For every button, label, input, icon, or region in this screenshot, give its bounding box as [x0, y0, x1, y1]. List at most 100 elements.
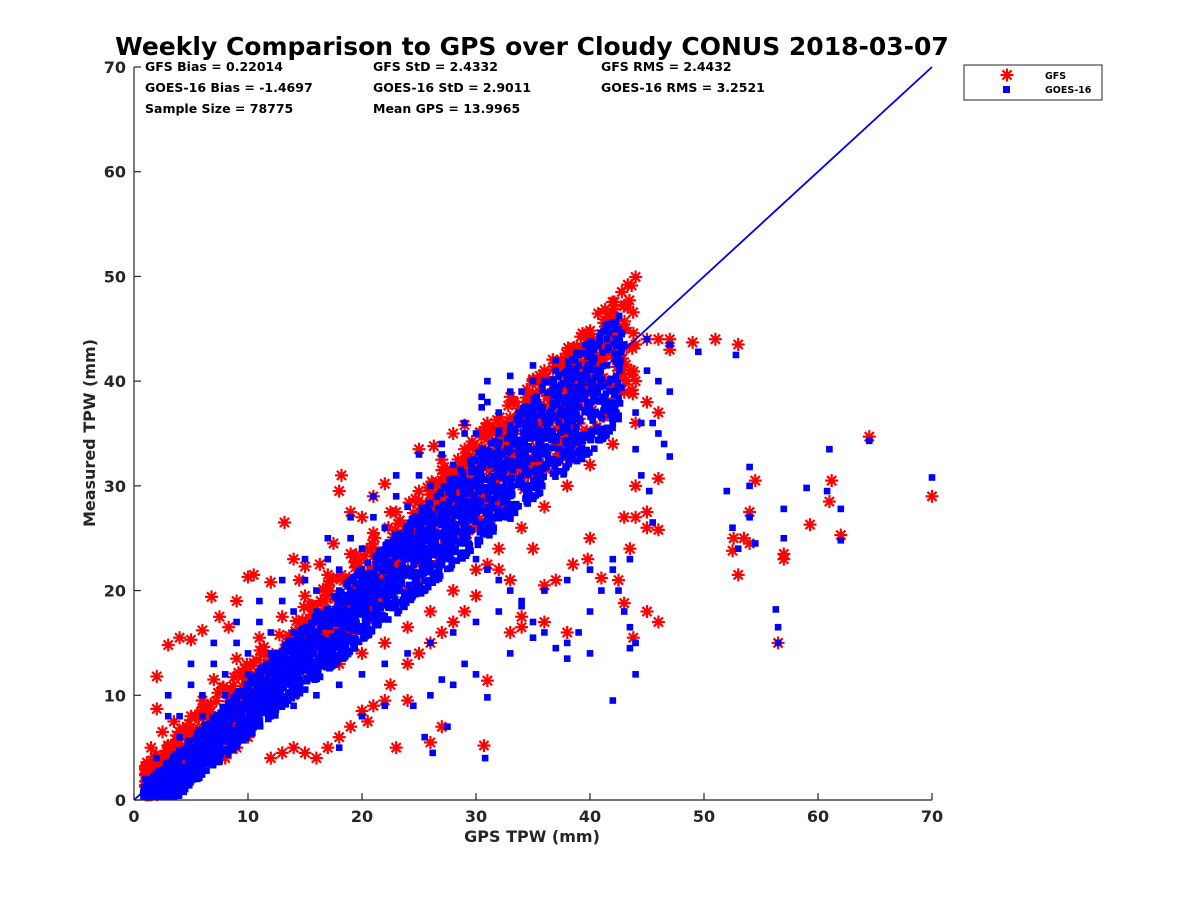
- goes16-point: [462, 500, 469, 507]
- goes16-point: [392, 553, 399, 560]
- goes16-point: [226, 720, 233, 728]
- goes16-point: [153, 770, 161, 778]
- goes16-point: [485, 505, 493, 513]
- gfs-point: [591, 307, 605, 321]
- goes16-point: [620, 341, 628, 348]
- goes16-point: [381, 660, 389, 668]
- goes16-point: [587, 435, 594, 442]
- goes16-point: [780, 534, 788, 542]
- goes16-point: [573, 383, 581, 391]
- goes16-point: [199, 744, 206, 751]
- goes16-point: [268, 656, 276, 664]
- goes16-point: [471, 514, 479, 522]
- goes16-point: [412, 512, 419, 520]
- goes16-point: [367, 611, 375, 618]
- goes16-point: [582, 370, 590, 378]
- goes16-point: [355, 611, 362, 618]
- goes16-point: [552, 367, 560, 374]
- goes16-point: [533, 450, 541, 457]
- goes16-point: [164, 774, 172, 782]
- gfs-point: [731, 337, 745, 351]
- goes16-point: [370, 513, 377, 521]
- goes16-point: [521, 440, 528, 447]
- goes16-point: [421, 733, 428, 741]
- goes16-point: [449, 523, 456, 531]
- goes16-point: [524, 493, 531, 500]
- goes16-point: [233, 639, 240, 647]
- gfs-point: [526, 542, 540, 556]
- goes16-point: [196, 774, 203, 782]
- goes16-point: [488, 440, 495, 447]
- goes16-point: [597, 430, 604, 438]
- goes16-point: [421, 577, 428, 584]
- gfs-point: [366, 526, 380, 540]
- goes16-point: [213, 737, 220, 745]
- gfs-point: [640, 395, 654, 409]
- goes16-point: [524, 413, 532, 420]
- goes16-point: [219, 704, 227, 711]
- goes16-point: [311, 670, 318, 677]
- goes16-point: [339, 618, 346, 626]
- goes16-point: [563, 655, 571, 662]
- gfs-point: [287, 552, 301, 566]
- goes16-point: [249, 729, 256, 737]
- goes16-point: [617, 329, 625, 337]
- goes16-point: [161, 793, 169, 801]
- goes16-point: [259, 694, 267, 702]
- goes16-point: [312, 642, 320, 650]
- goes16-point: [606, 405, 613, 413]
- goes16-point: [535, 472, 543, 480]
- stat-annotation: GFS Bias = 0.22014: [145, 59, 283, 74]
- goes16-point: [236, 732, 243, 740]
- goes16-point: [373, 584, 381, 591]
- goes16-point: [498, 462, 506, 469]
- goes16-point: [732, 351, 740, 359]
- goes16-point: [557, 407, 565, 415]
- goes16-point: [357, 597, 364, 604]
- gfs-point: [389, 505, 403, 519]
- gfs-point: [150, 669, 164, 683]
- goes16-point: [410, 702, 417, 710]
- goes16-point: [147, 777, 154, 784]
- goes16-point: [562, 436, 570, 444]
- goes16-point: [260, 709, 267, 717]
- goes16-point: [358, 712, 366, 720]
- goes16-point: [626, 644, 634, 652]
- goes16-point: [290, 683, 298, 690]
- goes16-point: [187, 681, 195, 689]
- goes16-point: [614, 379, 622, 387]
- goes16-point: [586, 430, 594, 437]
- gfs-point: [355, 510, 369, 524]
- goes16-point: [588, 399, 595, 406]
- goes16-point: [285, 689, 293, 696]
- gfs-point: [607, 295, 621, 309]
- goes16-point: [585, 352, 593, 359]
- goes16-point: [645, 487, 653, 495]
- goes16-point: [393, 538, 401, 545]
- goes16-point: [179, 748, 187, 756]
- goes16-point: [541, 587, 548, 594]
- goes16-point: [600, 407, 607, 414]
- goes16-point: [531, 420, 538, 427]
- goes16-point: [447, 517, 454, 525]
- gfs-point: [156, 725, 169, 739]
- goes16-point: [545, 409, 553, 417]
- goes16-point: [233, 690, 240, 698]
- goes16-point: [568, 446, 575, 454]
- goes16-point: [290, 702, 297, 710]
- goes16-point: [592, 408, 600, 416]
- goes16-point: [539, 465, 547, 472]
- goes16-point: [609, 419, 617, 427]
- gfs-point: [435, 463, 449, 477]
- gfs-point: [549, 573, 563, 587]
- goes16-point: [555, 401, 562, 409]
- goes16-point: [360, 571, 367, 579]
- goes16-point: [441, 482, 449, 490]
- goes16-point: [210, 660, 218, 668]
- goes16-point: [187, 660, 195, 668]
- goes16-point: [427, 513, 434, 521]
- goes16-point: [472, 555, 480, 563]
- goes16-point: [318, 658, 325, 666]
- goes16-point: [174, 773, 181, 780]
- goes16-point: [492, 454, 500, 461]
